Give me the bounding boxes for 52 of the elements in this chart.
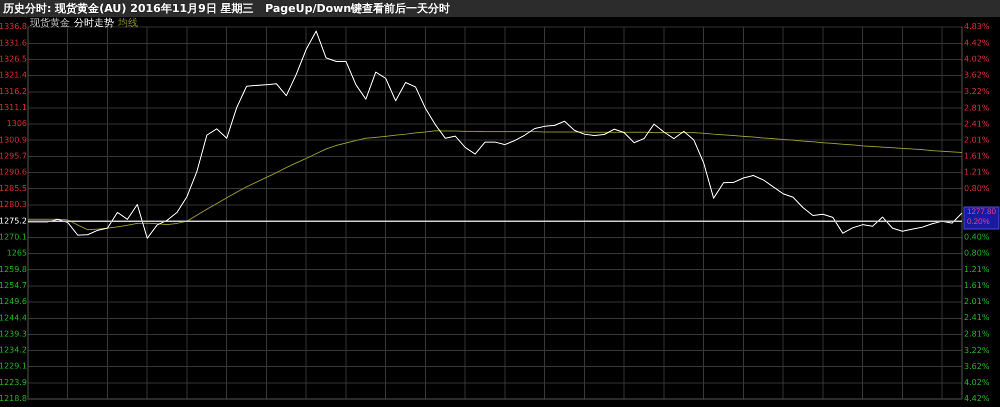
y-tick-label: 1239.3 bbox=[0, 329, 27, 338]
chart-title: 历史分时: 现货黄金(AU) 2016年11月9日 星期三 PageUp/Down键查看前后一天分时 bbox=[0, 0, 1000, 17]
y2-tick-label: 4.02% bbox=[964, 378, 990, 387]
y-tick-label: 1290.6 bbox=[0, 168, 27, 177]
y-tick-label: 1311.1 bbox=[0, 103, 27, 112]
y-tick-label: 1326.5 bbox=[0, 54, 27, 64]
text: 1277.80 bbox=[967, 207, 996, 216]
y2-tick-label: 2.81% bbox=[964, 103, 990, 112]
y2-tick-label: 3.62% bbox=[964, 70, 990, 80]
y2-tick-label: 2.01% bbox=[964, 135, 990, 144]
y-tick-label: 1306 bbox=[6, 119, 27, 128]
y2-tick-label: 0.40% bbox=[964, 232, 990, 242]
y2-tick-label: 0.80% bbox=[964, 248, 990, 258]
y-tick-label: 1249.6 bbox=[0, 296, 27, 306]
text: 0.20% bbox=[967, 217, 990, 226]
y-tick-label: 1285.5 bbox=[0, 184, 27, 193]
y2-tick-label: 4.02% bbox=[964, 54, 990, 64]
y-tick-label: 1321.4 bbox=[0, 70, 27, 80]
y-tick-label: 1316.2 bbox=[0, 87, 27, 96]
y-tick-label: 1234.2 bbox=[0, 346, 27, 355]
y2-tick-label: 0.80% bbox=[964, 184, 990, 194]
y-tick-label: 1259.8 bbox=[0, 264, 27, 274]
y-tick-label: 1300.9 bbox=[0, 135, 27, 144]
y2-tick-label: 2.81% bbox=[964, 329, 990, 338]
y-tick-label: 1229.1 bbox=[0, 362, 27, 371]
legend-title: 现货黄金 bbox=[30, 18, 70, 29]
y2-tick-label: 1.21% bbox=[964, 264, 990, 274]
y2-tick-label: 2.41% bbox=[964, 313, 990, 322]
y-tick-label: 1265 bbox=[6, 248, 27, 258]
y-tick-label: 1331.6 bbox=[0, 38, 27, 48]
y2-tick-label: 3.62% bbox=[964, 362, 990, 371]
y2-tick-label: 4.83% bbox=[964, 22, 990, 32]
text: 分时走势 bbox=[74, 18, 114, 29]
y-tick-label: 1336.8 bbox=[0, 22, 27, 32]
y2-tick-label: 3.22% bbox=[964, 86, 990, 96]
y2-tick-label: 4.42% bbox=[964, 38, 990, 48]
y-tick-label: 1218.8 bbox=[0, 394, 27, 404]
y2-tick-label: 2.01% bbox=[964, 297, 990, 306]
y-tick-label: 1244.4 bbox=[0, 313, 27, 322]
y-tick-label: 1254.7 bbox=[0, 280, 27, 290]
y-tick-label: 1275.2 bbox=[0, 216, 27, 226]
y2-tick-label: 2.41% bbox=[964, 119, 990, 128]
y-tick-label: 1270.1 bbox=[0, 232, 27, 242]
y2-tick-label: 1.61% bbox=[964, 152, 990, 161]
y2-tick-label: 4.42% bbox=[964, 394, 990, 404]
y2-tick-label: 1.21% bbox=[964, 168, 990, 177]
y2-tick-label: 1.61% bbox=[964, 281, 990, 290]
y-tick-label: 1295.7 bbox=[0, 152, 27, 161]
y2-tick-label: 3.22% bbox=[964, 346, 990, 355]
y-tick-label: 1223.9 bbox=[0, 378, 27, 387]
text: 均线 bbox=[118, 18, 138, 29]
y-tick-label: 1280.3 bbox=[0, 200, 27, 210]
